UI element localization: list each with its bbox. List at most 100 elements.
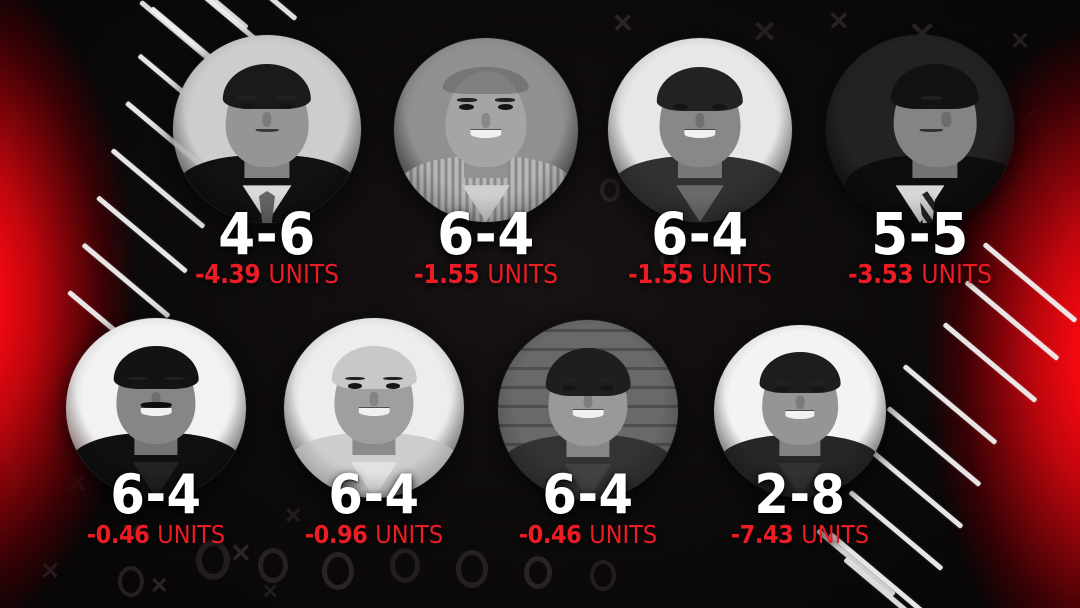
avatar-vignette: [608, 38, 792, 222]
player-card[interactable]: 6-4 -1.55 UNITS: [560, 0, 840, 608]
avatar-brow: [165, 376, 185, 381]
avatar-brow: [559, 378, 579, 383]
avatar-eye: [347, 382, 363, 389]
avatar-eye: [775, 386, 789, 393]
player-units: -7.43 UNITS: [674, 522, 926, 547]
player-units-value: -0.46: [518, 520, 582, 549]
avatar-eye: [129, 382, 145, 389]
avatar-eye: [239, 102, 255, 109]
player-units: -0.96 UNITS: [248, 522, 500, 547]
player-units-value: -1.55: [627, 260, 694, 290]
avatar-tie: [259, 191, 275, 223]
avatar-vignette: [714, 325, 886, 497]
avatar-eye: [673, 104, 689, 111]
avatar[interactable]: [394, 38, 578, 222]
avatar-nose: [369, 391, 379, 407]
avatar-vignette: [284, 318, 464, 498]
avatar-eye: [711, 104, 727, 111]
avatar-nose: [481, 113, 491, 129]
avatar-mouth: [919, 129, 943, 133]
avatar-eye: [459, 104, 475, 111]
avatar-brow: [127, 376, 147, 381]
player-card[interactable]: 5-5 -3.53 UNITS: [780, 0, 1060, 608]
player-units: -1.55 UNITS: [574, 262, 826, 288]
player-units-value: -0.46: [86, 520, 150, 549]
avatar-mouth: [684, 130, 716, 139]
avatar[interactable]: [826, 35, 1014, 223]
avatar[interactable]: [284, 318, 464, 498]
avatar-mouth: [140, 408, 172, 417]
player-units-value: -7.43: [730, 520, 794, 549]
avatar-brow: [772, 380, 792, 385]
playbook-o-icon: [258, 548, 288, 583]
player-units: -3.53 UNITS: [794, 262, 1046, 288]
avatar-brow: [276, 96, 298, 101]
playbook-x-icon: ✕: [612, 8, 634, 38]
avatar-nose: [583, 393, 593, 409]
avatar-eye: [497, 104, 513, 111]
player-units-value: -3.53: [847, 260, 914, 290]
avatar-brow: [495, 97, 516, 102]
avatar-mouth: [785, 411, 815, 419]
avatar-brow: [456, 97, 477, 102]
playbook-x-icon: ✕: [284, 503, 303, 528]
avatar-vignette: [498, 320, 678, 500]
avatar-mouth: [470, 130, 502, 139]
player-units: -0.46 UNITS: [30, 522, 282, 547]
player-units-label: UNITS: [157, 520, 226, 549]
player-units: -0.46 UNITS: [462, 522, 714, 547]
avatar-brow: [383, 376, 403, 381]
player-units: -4.39 UNITS: [141, 262, 393, 288]
avatar-nose: [262, 112, 272, 128]
playbook-o-icon: [524, 556, 552, 589]
avatar[interactable]: [66, 318, 246, 498]
playbook-o-icon: [322, 552, 354, 590]
avatar-eye: [385, 382, 401, 389]
avatar-mouth: [255, 129, 279, 133]
avatar-brow: [920, 96, 942, 101]
player-units-label: UNITS: [801, 520, 870, 549]
player-card[interactable]: 6-4 -1.55 UNITS: [346, 0, 626, 608]
avatar-vignette: [826, 35, 1014, 223]
playbook-o-icon: [590, 560, 616, 591]
avatar-vignette: [394, 38, 578, 222]
avatar-vignette: [66, 318, 246, 498]
player-units-label: UNITS: [921, 260, 993, 290]
player-units-value: -4.39: [194, 260, 261, 290]
avatar[interactable]: [498, 320, 678, 500]
avatar[interactable]: [608, 38, 792, 222]
avatar[interactable]: [714, 325, 886, 497]
avatar-brow: [236, 96, 258, 101]
avatar-brow: [709, 97, 730, 102]
player-units-label: UNITS: [589, 520, 658, 549]
avatar-eye: [599, 384, 615, 391]
avatar[interactable]: [173, 35, 361, 223]
avatar-tie: [919, 191, 936, 223]
avatar-brow: [808, 380, 828, 385]
playbook-o-icon: [456, 550, 488, 588]
avatar-nose: [795, 395, 805, 410]
avatar-eye: [923, 102, 939, 109]
player-card[interactable]: 6-4 -0.46 UNITS: [16, 0, 296, 608]
avatar-brow: [597, 378, 617, 383]
avatar-nose: [695, 113, 705, 129]
playbook-o-icon: [660, 250, 678, 271]
avatar-nose: [151, 391, 161, 407]
avatar-eye: [561, 384, 577, 391]
avatar-mouth: [572, 410, 604, 419]
player-units-label: UNITS: [701, 260, 773, 290]
avatar-eye: [811, 386, 825, 393]
avatar-vignette: [173, 35, 361, 223]
player-units-value: -0.96: [304, 520, 368, 549]
avatar-brow: [345, 376, 365, 381]
player-units-value: -1.55: [413, 260, 480, 290]
playbook-x-icon: ✕: [262, 581, 279, 603]
avatar-brow: [670, 97, 691, 102]
player-units-label: UNITS: [487, 260, 559, 290]
playbook-o-icon: [390, 548, 420, 583]
avatar-eye: [279, 102, 295, 109]
player-card[interactable]: 4-6 -4.39 UNITS: [127, 0, 407, 608]
player-units-label: UNITS: [375, 520, 444, 549]
